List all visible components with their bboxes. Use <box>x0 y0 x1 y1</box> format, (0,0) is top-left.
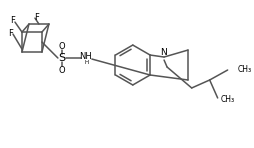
Text: O: O <box>58 42 65 51</box>
Text: S: S <box>58 53 65 63</box>
Text: NH: NH <box>79 52 92 61</box>
Text: F: F <box>10 16 15 25</box>
Text: CH₃: CH₃ <box>220 95 234 104</box>
Text: F: F <box>9 29 13 38</box>
Text: O: O <box>58 66 65 74</box>
Text: CH₃: CH₃ <box>237 65 251 74</box>
Text: F: F <box>34 13 39 22</box>
Text: N: N <box>159 48 166 57</box>
Text: H: H <box>85 59 89 65</box>
